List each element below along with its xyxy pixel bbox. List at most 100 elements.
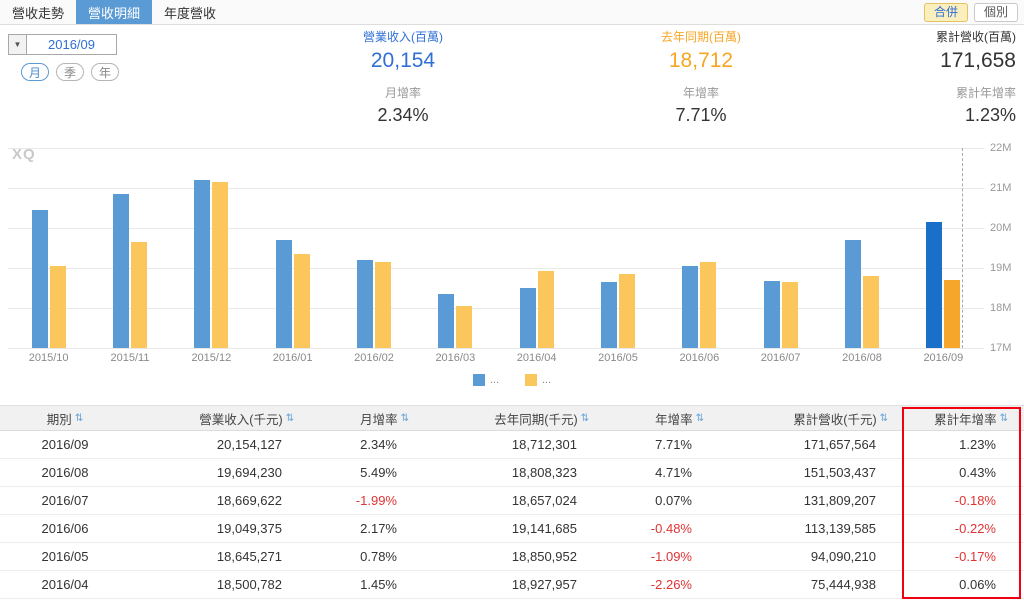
column-header-3[interactable]: 月增率 ⇅ bbox=[310, 406, 425, 430]
table-cell: -0.22% bbox=[954, 521, 996, 536]
stat-block-1: 營業收入(百萬) 20,154 月增率 2.34% bbox=[318, 28, 488, 126]
bar-revenue bbox=[357, 260, 373, 348]
gridline bbox=[8, 228, 984, 229]
bar-last-year bbox=[375, 262, 391, 348]
legend-swatch-revenue bbox=[472, 374, 485, 386]
table-cell: 19,694,230 bbox=[216, 465, 282, 480]
freq-button-2[interactable]: 季 bbox=[56, 63, 84, 81]
table-cell: 5.49% bbox=[360, 465, 397, 480]
x-axis-label: 2016/03 bbox=[435, 352, 476, 364]
revenue-table: 期別 ⇅ 營業收入(千元) ⇅ 月增率 ⇅ 去年同期(千元) ⇅ 年增率 ⇅ 累計營收(千元) ⇅ 累計… bbox=[0, 405, 1024, 600]
bar-revenue bbox=[194, 180, 211, 348]
table-cell: 151,503,437 bbox=[803, 465, 876, 480]
tab-2[interactable]: 營收明細 bbox=[76, 0, 153, 24]
bar-last-year bbox=[293, 254, 310, 348]
table-cell: 75,444,938 bbox=[810, 577, 876, 592]
bar-revenue bbox=[519, 288, 536, 348]
stat-sub-value: 7.71% bbox=[675, 105, 727, 125]
freq-button-1[interactable]: 月 bbox=[21, 63, 49, 81]
stat-label: 累計營收(百萬) bbox=[936, 30, 1016, 44]
table-cell: 2.34% bbox=[360, 437, 397, 452]
dropdown-arrow-icon[interactable]: ▼ bbox=[8, 34, 27, 55]
column-header-1[interactable]: 期別 ⇅ bbox=[0, 406, 130, 430]
table-header-row: 期別 ⇅ 營業收入(千元) ⇅ 月增率 ⇅ 去年同期(千元) ⇅ 年增率 ⇅ 累計營收(千元) ⇅ 累計… bbox=[0, 405, 1024, 431]
mode-button-2[interactable]: 個別 bbox=[973, 2, 1018, 22]
mode-button-group: 合併 個別 bbox=[923, 0, 1024, 24]
table-row: 2016/07 18,669,622 -1.99% 18,657,024 0.07% 13… bbox=[0, 487, 1024, 515]
table-cell: 131,809,207 bbox=[803, 493, 876, 508]
table-cell: 2016/05 bbox=[41, 549, 89, 564]
column-header-label: 期別 bbox=[46, 412, 72, 427]
column-header-4[interactable]: 去年同期(千元) ⇅ bbox=[425, 406, 605, 430]
column-header-2[interactable]: 營業收入(千元) ⇅ bbox=[130, 406, 310, 430]
column-header-5[interactable]: 年增率 ⇅ bbox=[605, 406, 720, 430]
table-cell: 4.71% bbox=[655, 465, 692, 480]
table-cell: -1.09% bbox=[650, 549, 692, 564]
sort-icon: ⇅ bbox=[879, 412, 888, 424]
gridline bbox=[8, 268, 984, 269]
period-selector[interactable]: ▼ 2016/09 bbox=[8, 34, 117, 55]
table-cell: 0.06% bbox=[959, 577, 996, 592]
gridline bbox=[8, 148, 984, 149]
stat-sub-value: 1.23% bbox=[964, 105, 1016, 125]
table-cell: 18,669,622 bbox=[216, 493, 282, 508]
sort-icon: ⇅ bbox=[74, 412, 84, 424]
table-cell: 1.45% bbox=[360, 577, 397, 592]
selected-month-line bbox=[962, 148, 964, 348]
stat-value: 171,658 bbox=[940, 49, 1016, 72]
column-header-6[interactable]: 累計營收(千元) ⇅ bbox=[720, 406, 904, 430]
tab-3[interactable]: 年度營收 bbox=[164, 5, 217, 21]
y-axis-label: 17M bbox=[990, 342, 1012, 354]
x-axis-label: 2016/07 bbox=[760, 352, 801, 364]
bar-last-year bbox=[49, 266, 66, 348]
column-header-7[interactable]: 累計年增率 ⇅ bbox=[904, 406, 1024, 430]
table-cell: -1.99% bbox=[355, 493, 397, 508]
watermark-logo: XQ bbox=[12, 146, 36, 163]
period-input[interactable]: 2016/09 bbox=[27, 34, 117, 55]
legend-item: ... bbox=[472, 374, 499, 386]
freq-button-3[interactable]: 年 bbox=[91, 63, 119, 81]
table-row: 2016/09 20,154,127 2.34% 18,712,301 7.71% 171… bbox=[0, 431, 1024, 459]
x-axis-label: 2016/08 bbox=[842, 352, 882, 364]
table-row: 2016/04 18,500,782 1.45% 18,927,957 -2.26% 75… bbox=[0, 571, 1024, 599]
table-cell: 0.07% bbox=[655, 493, 692, 508]
bar-revenue bbox=[926, 222, 943, 348]
bar-revenue bbox=[113, 194, 129, 348]
table-cell: 19,141,685 bbox=[511, 521, 577, 536]
sort-icon: ⇅ bbox=[999, 412, 1008, 424]
bar-last-year bbox=[456, 306, 473, 348]
table-body: 2016/09 20,154,127 2.34% 18,712,301 7.71% 171… bbox=[0, 431, 1024, 599]
x-axis-label: 2016/01 bbox=[272, 352, 313, 364]
column-header-label: 月增率 bbox=[360, 412, 398, 427]
table-cell: 7.71% bbox=[655, 437, 692, 452]
bar-revenue bbox=[31, 210, 48, 348]
table-cell: 2.17% bbox=[360, 521, 397, 536]
stat-label: 去年同期(百萬) bbox=[661, 30, 741, 44]
tab-1[interactable]: 營收走勢 bbox=[12, 5, 65, 21]
y-axis-label: 18M bbox=[990, 302, 1012, 314]
table-row: 2016/06 19,049,375 2.17% 19,141,685 -0.48% 11… bbox=[0, 515, 1024, 543]
table-cell: 18,927,957 bbox=[511, 577, 577, 592]
freq-button-group: 月季年 bbox=[21, 63, 119, 81]
mode-button-1[interactable]: 合併 bbox=[923, 2, 968, 22]
gridline bbox=[8, 188, 984, 189]
gridline bbox=[8, 308, 984, 309]
sort-icon: ⇅ bbox=[695, 412, 704, 424]
table-cell: 2016/04 bbox=[41, 577, 89, 592]
stat-sub-label: 月增率 bbox=[384, 86, 421, 100]
y-axis-label: 19M bbox=[990, 262, 1012, 274]
x-axis-label: 2016/09 bbox=[923, 352, 964, 364]
stat-block-3: 累計營收(百萬) 171,658 累計年增率 1.23% bbox=[846, 28, 1016, 126]
table-row: 2016/05 18,645,271 0.78% 18,850,952 -1.09% 94… bbox=[0, 543, 1024, 571]
table-cell: -0.17% bbox=[954, 549, 996, 564]
legend-label: ... bbox=[542, 374, 552, 386]
y-axis-label: 22M bbox=[990, 142, 1012, 154]
bar-last-year bbox=[619, 274, 635, 348]
table-row: 2016/08 19,694,230 5.49% 18,808,323 4.71% 151… bbox=[0, 459, 1024, 487]
x-axis-label: 2015/11 bbox=[110, 352, 150, 364]
top-tab-bar: 營收走勢 營收明細 年度營收 合併 個別 bbox=[0, 0, 1024, 25]
table-cell: 2016/08 bbox=[41, 465, 89, 480]
column-header-label: 累計年增率 bbox=[934, 412, 997, 427]
sort-icon: ⇅ bbox=[580, 412, 589, 424]
x-axis-label: 2016/02 bbox=[354, 352, 394, 364]
